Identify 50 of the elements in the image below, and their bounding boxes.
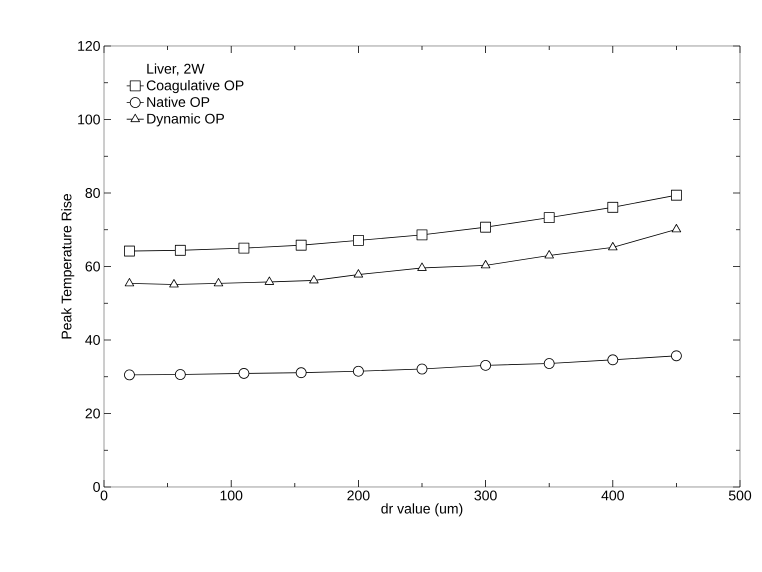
x-tick-label: 300 — [474, 490, 497, 500]
y-tick-label: 40 — [85, 335, 100, 345]
x-tick-label: 500 — [728, 490, 752, 500]
y-tick-label: 80 — [86, 188, 100, 198]
x-tick-label: 400 — [601, 490, 624, 500]
point — [607, 202, 618, 213]
x-tick-label: 200 — [347, 490, 370, 500]
point — [354, 269, 364, 278]
point — [672, 224, 682, 232]
y-tick-label: 60 — [86, 262, 100, 272]
point — [169, 279, 179, 288]
point — [296, 240, 307, 251]
point — [544, 358, 555, 369]
x-tick-label: 100 — [220, 490, 242, 500]
legend-label: Native OP — [147, 96, 210, 107]
point — [417, 262, 427, 271]
point — [264, 276, 274, 285]
point — [480, 260, 490, 268]
y-tick-label: 20 — [86, 408, 100, 418]
y-tick-label: 100 — [78, 114, 100, 124]
legend-title: Liver, 2W — [147, 63, 204, 76]
point — [416, 364, 428, 374]
point — [296, 367, 307, 378]
point — [671, 190, 682, 201]
point — [353, 366, 364, 377]
point — [544, 212, 555, 224]
point — [238, 242, 250, 254]
point — [353, 235, 364, 246]
y-tick-label: 0 — [93, 482, 100, 492]
point — [671, 350, 682, 362]
x-axis-title: dr value (um) — [381, 503, 462, 516]
point — [607, 354, 618, 366]
legend-label: Coagulative OP — [146, 80, 244, 94]
point — [416, 229, 428, 240]
point — [608, 242, 618, 250]
point — [124, 370, 135, 380]
y-axis-title: Peak Temperature Rise — [61, 194, 74, 338]
point — [480, 360, 491, 371]
point — [124, 278, 134, 286]
point — [238, 368, 250, 379]
point — [214, 278, 224, 286]
point — [124, 246, 135, 256]
point — [480, 222, 491, 233]
x-tick-label: 0 — [100, 490, 108, 500]
y-tick-label: 120 — [78, 41, 100, 51]
point — [544, 250, 554, 258]
point — [174, 244, 186, 256]
point — [174, 369, 186, 380]
legend-label: Dynamic OP — [147, 113, 224, 126]
point — [309, 275, 319, 284]
